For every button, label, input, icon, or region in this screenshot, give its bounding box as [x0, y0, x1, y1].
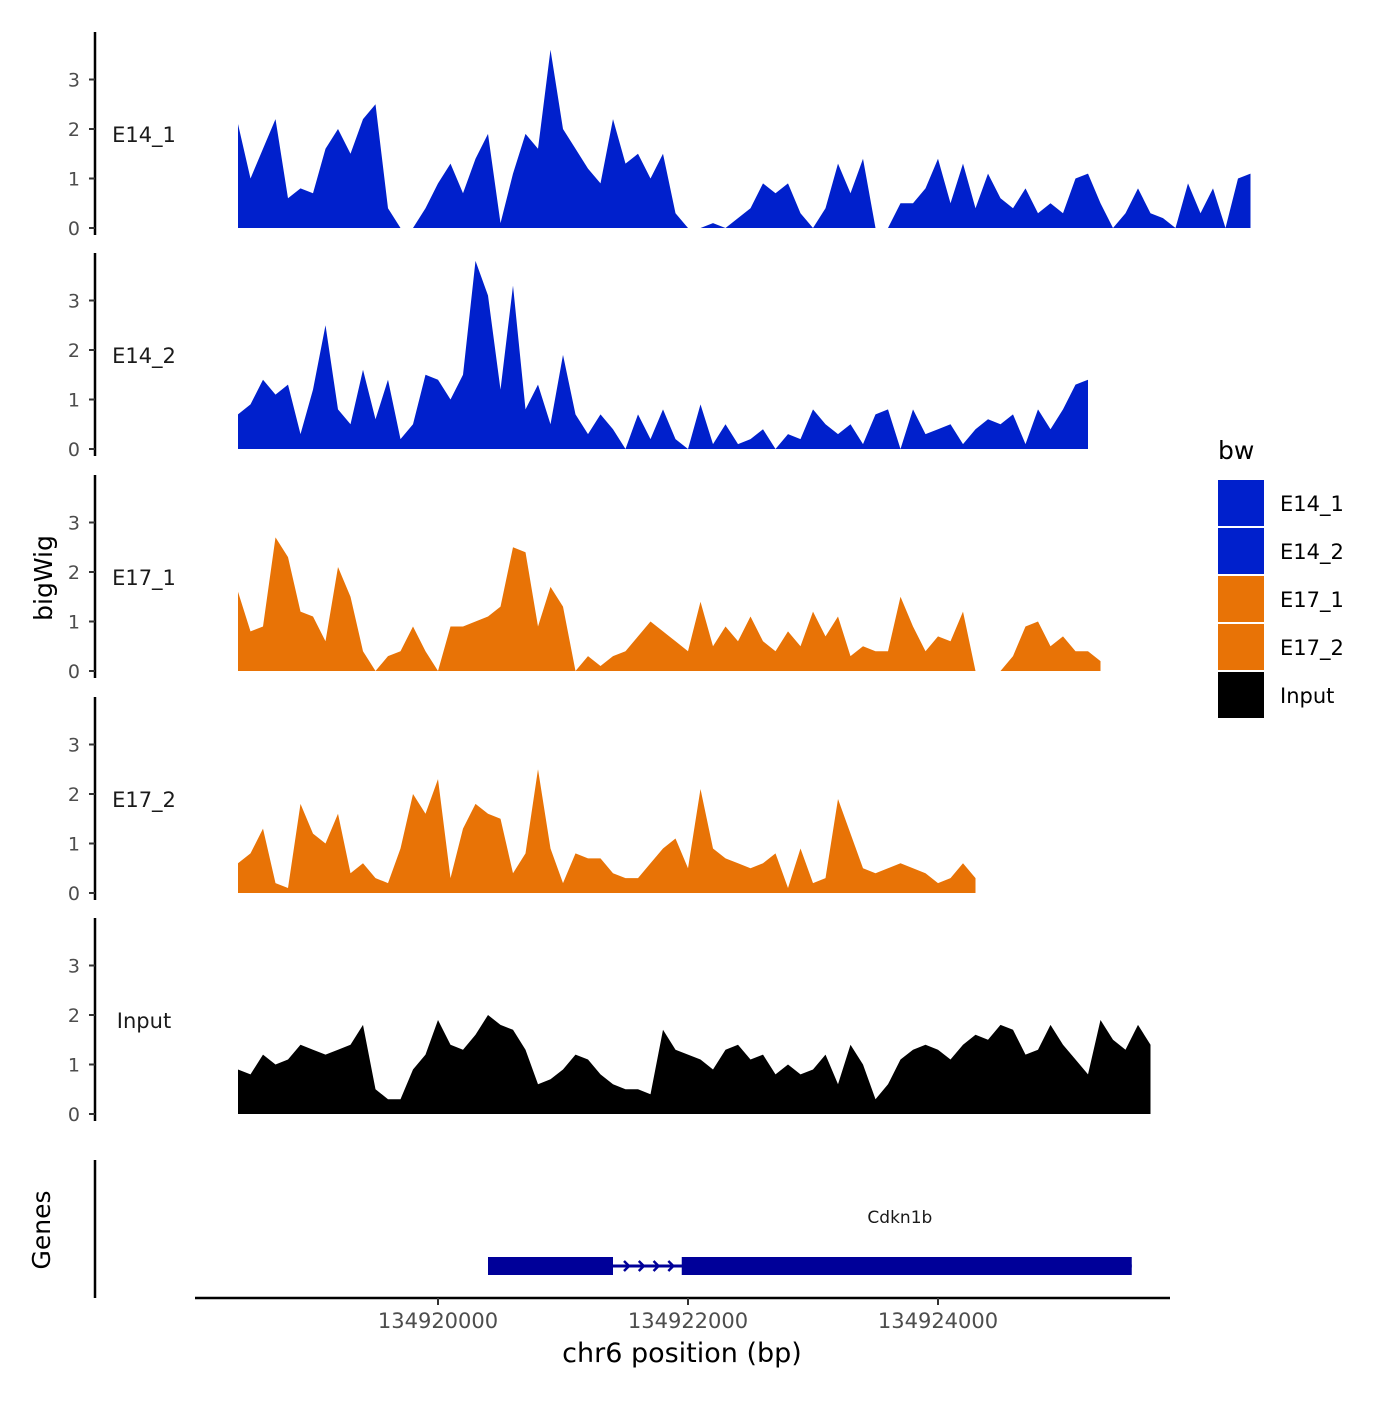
- strand-arrow-icon: [667, 1260, 676, 1272]
- legend-label-e17_2: E17_2: [1280, 636, 1344, 661]
- y-tick-label: 0: [68, 218, 80, 240]
- y-tick-label: 0: [68, 439, 80, 461]
- legend-label-input: Input: [1280, 684, 1334, 708]
- track-label-input: Input: [117, 1009, 171, 1033]
- y-tick-label: 2: [68, 1005, 80, 1027]
- track-label-e14_2: E14_2: [112, 344, 176, 369]
- y-tick-label: 0: [68, 883, 80, 905]
- area-e14_1: [238, 49, 1251, 228]
- y-tick-label: 3: [68, 956, 80, 978]
- strand-arrow-icon: [637, 1260, 646, 1272]
- y-tick-label: 3: [68, 513, 80, 535]
- y-tick-label: 1: [68, 834, 80, 856]
- x-tick-label: 134924000: [878, 1309, 998, 1333]
- y-tick-label: 2: [68, 119, 80, 141]
- y-tick-label: 3: [68, 735, 80, 757]
- y-tick-label: 0: [68, 661, 80, 683]
- y-tick-label: 3: [68, 70, 80, 92]
- legend-swatch-e17_1: [1218, 576, 1264, 622]
- legend-title: bw: [1218, 436, 1254, 465]
- y-tick-label: 0: [68, 1104, 80, 1126]
- track-label-e17_2: E17_2: [112, 788, 176, 813]
- strand-arrow-icon: [652, 1260, 661, 1272]
- legend-swatch-e14_2: [1218, 528, 1264, 574]
- y-tick-label: 2: [68, 340, 80, 362]
- area-e14_2: [238, 260, 1088, 449]
- y-tick-label: 2: [68, 562, 80, 584]
- y-tick-label: 3: [68, 291, 80, 313]
- y-axis-title: bigWig: [29, 535, 58, 621]
- legend-swatch-e14_1: [1218, 480, 1264, 526]
- gene-label-cdkn1b: Cdkn1b: [867, 1208, 932, 1228]
- x-tick-label: 134920000: [378, 1309, 498, 1333]
- y-tick-label: 1: [68, 612, 80, 634]
- y-tick-label: 1: [68, 390, 80, 412]
- legend-label-e17_1: E17_1: [1280, 588, 1344, 613]
- x-axis-title: chr6 position (bp): [562, 1338, 802, 1369]
- legend-label-e14_2: E14_2: [1280, 540, 1344, 565]
- y-tick-label: 2: [68, 784, 80, 806]
- y-tick-label: 1: [68, 1055, 80, 1077]
- area-input: [238, 1015, 1151, 1114]
- track-label-e17_1: E17_1: [112, 566, 176, 591]
- legend-swatch-input: [1218, 672, 1264, 718]
- gene-exon-1: [488, 1257, 613, 1275]
- legend-label-e14_1: E14_1: [1280, 492, 1344, 517]
- gene-exon-2: [681, 1257, 1132, 1275]
- strand-arrow-icon: [623, 1260, 631, 1272]
- area-e17_2: [238, 769, 976, 893]
- y-tick-label: 1: [68, 169, 80, 191]
- x-tick-label: 134922000: [628, 1309, 748, 1333]
- genes-axis-title: Genes: [27, 1190, 56, 1269]
- legend-swatch-e17_2: [1218, 624, 1264, 670]
- track-label-e14_1: E14_1: [112, 123, 176, 148]
- area-e17_1: [238, 537, 1101, 671]
